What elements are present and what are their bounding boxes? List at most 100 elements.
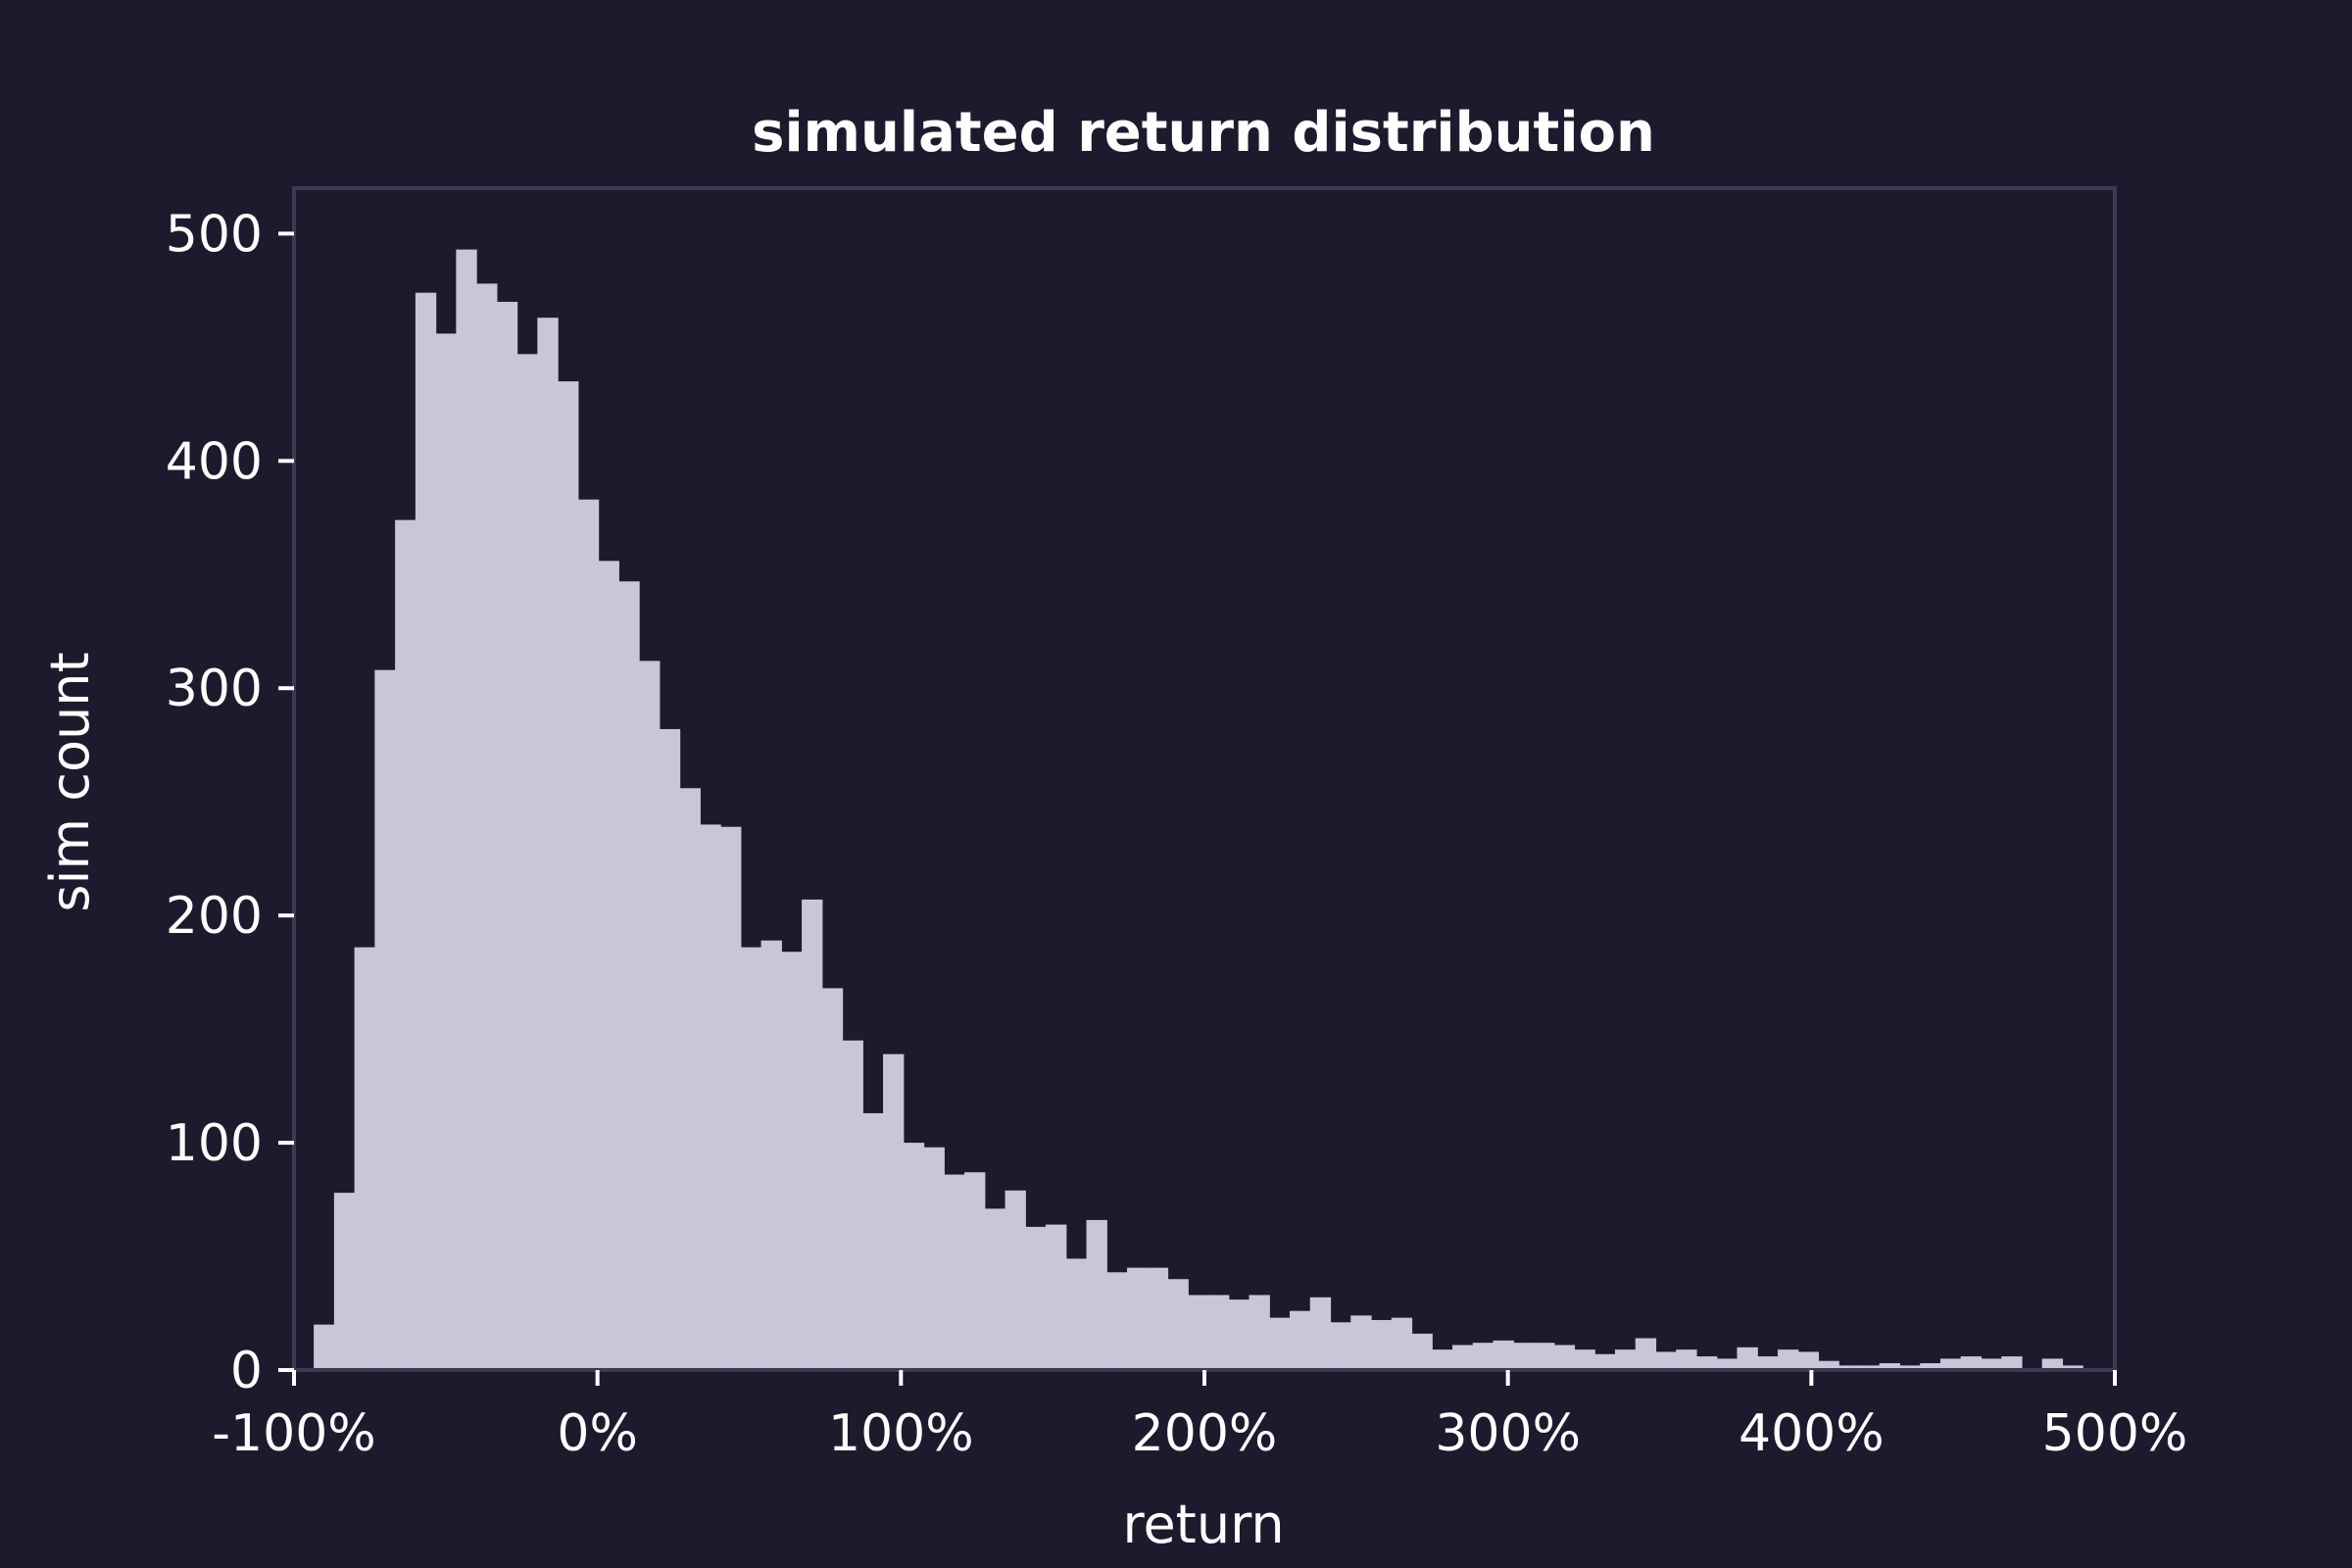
histogram-bar [1533,1343,1555,1370]
histogram-bar [720,826,742,1370]
histogram-bar [1757,1356,1779,1370]
histogram-bar [842,1040,863,1370]
histogram-bar [1635,1338,1657,1370]
histogram-bar [1493,1340,1514,1370]
histogram-bar [781,952,803,1370]
histogram-bar [1106,1272,1128,1370]
histogram-bar [1208,1295,1230,1370]
histogram-bar [2001,1356,2023,1370]
histogram-bar [740,947,762,1370]
y-axis-label: sim count [39,652,101,911]
histogram-bar [1594,1353,1616,1370]
x-tick-label: 0% [557,1404,638,1463]
histogram-bar [435,333,457,1371]
y-tick-label: 100 [166,1114,263,1173]
y-tick-label: 300 [166,660,263,718]
histogram-bar [1574,1349,1595,1370]
histogram-bar [1025,1226,1047,1370]
histogram-bars [314,249,2083,1371]
histogram-bar [1655,1351,1677,1370]
histogram-bar [1472,1343,1494,1370]
x-tick-label: 100% [828,1404,974,1463]
histogram-bar [537,318,559,1371]
histogram-bar [1330,1322,1351,1370]
histogram-bar [1188,1295,1209,1370]
y-tick-label: 500 [166,205,263,264]
histogram-bar [333,1193,356,1370]
x-axis-label: return [1122,1494,1284,1555]
chart-title: simulated return distribution [752,101,1655,165]
histogram-bar [659,728,681,1370]
histogram-bar [903,1143,925,1370]
histogram-bar [1228,1299,1250,1370]
histogram-bar [516,354,538,1370]
y-axis-ticks: 0 100 200 300 400 500 [166,205,294,1400]
histogram-bar [598,561,619,1370]
x-tick-label: 500% [2042,1404,2188,1463]
x-tick-label: 300% [1435,1404,1581,1463]
histogram-bar [944,1174,965,1370]
histogram-bar [558,381,579,1370]
histogram-bar [1249,1295,1270,1370]
histogram-bar [1960,1356,1983,1370]
histogram-bar [883,1054,905,1370]
histogram-bar [374,669,396,1370]
histogram-bar [802,899,823,1370]
y-tick-label: 400 [166,432,263,491]
histogram-bar [395,519,416,1370]
histogram-bar [1939,1358,1962,1370]
histogram-bar [1797,1351,1820,1370]
histogram-bar [1777,1349,1799,1370]
histogram-bar [760,940,782,1370]
histogram-bar [700,824,721,1370]
histogram-bar [1004,1190,1026,1370]
histogram-bar [1086,1219,1107,1370]
histogram-bar [1981,1358,2002,1370]
histogram-bar [639,661,661,1370]
histogram-bar [1614,1349,1637,1370]
histogram-bar [415,292,437,1371]
histogram-bar [984,1208,1006,1370]
histogram-bar [1065,1258,1088,1370]
histogram-bar [1879,1363,1901,1370]
histogram-bar [354,947,375,1370]
histogram-bar [1127,1267,1149,1370]
histogram-bar [1920,1363,1941,1370]
y-tick-label: 200 [166,887,263,946]
histogram-bar [1167,1279,1189,1370]
histogram-bar [1046,1224,1067,1370]
histogram-bar [1899,1365,1921,1370]
x-axis-ticks: -100% 0% 100% 200% 300% 400% 500% [212,1370,2187,1463]
histogram-bar [1737,1347,1758,1370]
histogram-bar [496,301,518,1371]
histogram-bar [1838,1365,1860,1370]
histogram-bar [821,988,844,1370]
histogram-bar [618,581,640,1370]
histogram-bar [1513,1343,1535,1370]
histogram-bar [314,1324,335,1370]
histogram-bar [862,1112,884,1370]
x-tick-label: -100% [212,1404,375,1463]
histogram-bar [456,249,477,1370]
histogram-bar [1269,1317,1291,1370]
histogram-bar [577,499,600,1371]
histogram-bar [923,1147,945,1370]
histogram-bar [2041,1358,2064,1370]
histogram-bar [1676,1349,1697,1370]
histogram-bar [679,788,701,1370]
histogram-bar [1818,1360,1839,1370]
x-tick-label: 400% [1739,1404,1885,1463]
histogram-bar [1350,1315,1372,1370]
histogram-bar [1553,1345,1576,1370]
histogram-bar [1391,1317,1413,1370]
histogram-bar [1411,1333,1433,1370]
histogram-bar [1695,1356,1718,1370]
histogram-bar [1452,1345,1474,1370]
histogram-bar [1716,1358,1739,1370]
histogram-bar [476,283,498,1370]
histogram-bar [1371,1319,1393,1370]
histogram-bar [1290,1310,1311,1370]
y-tick-label: 0 [230,1342,263,1400]
histogram-bar [1147,1267,1169,1370]
